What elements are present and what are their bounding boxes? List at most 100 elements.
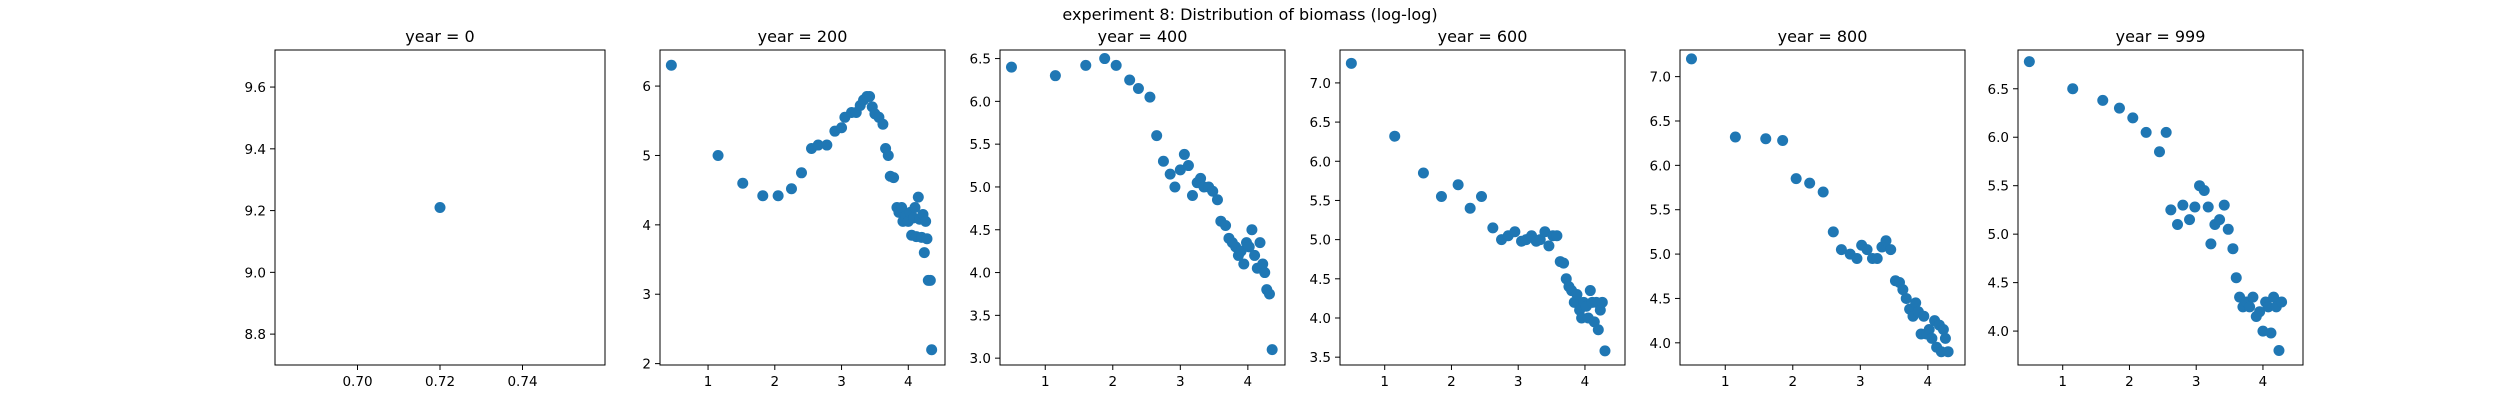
data-point: [1871, 253, 1883, 265]
x-tick-label: 4: [1924, 374, 1933, 390]
x-tick-label: 3: [1514, 374, 1523, 390]
figure-suptitle: experiment 8: Distribution of biomass (l…: [1062, 5, 1437, 24]
x-tick-label: 1: [2058, 374, 2067, 390]
data-point: [772, 190, 784, 202]
data-point: [1246, 224, 1258, 236]
data-point: [2265, 327, 2277, 339]
data-point: [2113, 102, 2125, 114]
data-point: [2214, 214, 2226, 226]
y-tick-label: 3: [642, 287, 651, 303]
data-point: [1207, 185, 1219, 197]
data-point: [2127, 112, 2139, 124]
x-tick-label: 0.74: [507, 374, 537, 390]
y-tick-label: 4.5: [1310, 272, 1331, 288]
x-tick-label: 3: [837, 374, 846, 390]
data-point: [2205, 238, 2217, 250]
x-tick-label: 2: [771, 374, 780, 390]
panel-title: year = 999: [2116, 27, 2206, 46]
data-point: [1417, 167, 1429, 179]
panel-title: year = 0: [405, 27, 474, 46]
x-tick-label: 4: [2259, 374, 2268, 390]
x-tick-label: 3: [2192, 374, 2201, 390]
data-point: [1558, 257, 1570, 269]
data-point: [1164, 168, 1176, 180]
data-point: [1345, 57, 1357, 69]
panel-1: year = 200 1 2 3 4 2 3 4 5 6: [642, 27, 946, 390]
panel-4: year = 800 1 2 3 4 4.0 4.5 5.0 5.5 6.0 6.5 7.0: [1650, 27, 1966, 390]
y-tick-label: 5.5: [1988, 179, 2009, 195]
y-tick-label: 5.0: [970, 180, 991, 196]
data-point: [434, 202, 446, 213]
data-point: [2184, 214, 2196, 226]
data-point: [1804, 177, 1816, 189]
y-tick-label: 4.0: [1988, 324, 2009, 340]
data-point: [2268, 291, 2280, 303]
y-tick-label: 4: [642, 218, 651, 234]
data-point: [1851, 253, 1863, 265]
data-point: [1254, 237, 1266, 249]
data-point: [1937, 324, 1949, 336]
y-tick-label: 6.5: [1650, 114, 1671, 130]
axes-frame: [999, 49, 1286, 366]
data-point: [1923, 324, 1935, 336]
data-point: [1910, 297, 1922, 309]
data-point: [1249, 249, 1261, 261]
y-tick-label: 6.0: [1988, 130, 2009, 146]
x-tick-label: 2: [2125, 374, 2134, 390]
data-point: [2160, 126, 2172, 138]
data-point: [2023, 56, 2035, 68]
data-point: [1475, 191, 1487, 203]
data-point: [2276, 296, 2288, 308]
data-point: [2189, 201, 2201, 213]
data-point: [812, 139, 824, 151]
data-point: [1238, 258, 1250, 270]
y-tick-label: 4.5: [970, 223, 991, 239]
panel-title: year = 200: [758, 27, 848, 46]
y-tick-label: 5.5: [970, 137, 991, 153]
y-tick-label: 6.0: [1310, 154, 1331, 170]
data-point: [924, 274, 936, 286]
x-tick-label: 4: [1581, 374, 1590, 390]
data-point: [1243, 241, 1255, 253]
y-tick-label: 5.0: [1650, 247, 1671, 263]
data-point: [1939, 332, 1951, 344]
data-point: [1596, 296, 1608, 308]
data-point: [2222, 223, 2234, 235]
data-point: [1900, 292, 1912, 304]
y-tick-label: 5.5: [1310, 193, 1331, 209]
data-point: [1926, 332, 1938, 344]
y-tick-label: 6.0: [970, 94, 991, 110]
y-tick-label: 9.2: [245, 204, 266, 220]
data-point: [1835, 244, 1847, 256]
y-tick-label: 8.8: [245, 327, 266, 343]
data-point: [882, 149, 894, 161]
data-point: [2140, 126, 2152, 138]
data-point: [2177, 199, 2189, 211]
data-point: [1435, 191, 1447, 203]
data-point: [1880, 235, 1892, 247]
data-point: [1195, 172, 1207, 184]
data-point: [1760, 133, 1772, 145]
data-point: [2244, 301, 2256, 313]
y-tick-label: 9.0: [245, 265, 266, 281]
data-point: [2218, 199, 2230, 211]
data-point: [921, 233, 933, 245]
data-point: [1110, 59, 1122, 71]
data-point: [2153, 146, 2165, 158]
panels-group: year = 00.70 0.72 0.748.89.09.29.49.6year …: [245, 27, 2304, 390]
y-tick-label: 5.5: [1650, 203, 1671, 219]
x-tick-label: 3: [1856, 374, 1865, 390]
x-tick-label: 0.72: [425, 374, 455, 390]
data-point: [821, 139, 833, 151]
data-point: [1080, 59, 1092, 71]
data-point: [2273, 344, 2285, 356]
data-point: [712, 149, 724, 161]
data-point: [1487, 222, 1499, 234]
data-point: [926, 344, 938, 356]
data-point: [877, 118, 889, 130]
axes-frame: [1339, 49, 1626, 366]
y-tick-label: 4.5: [1650, 291, 1671, 307]
data-point: [2198, 185, 2210, 197]
data-point: [1174, 164, 1186, 176]
x-tick-label: 1: [704, 374, 713, 390]
